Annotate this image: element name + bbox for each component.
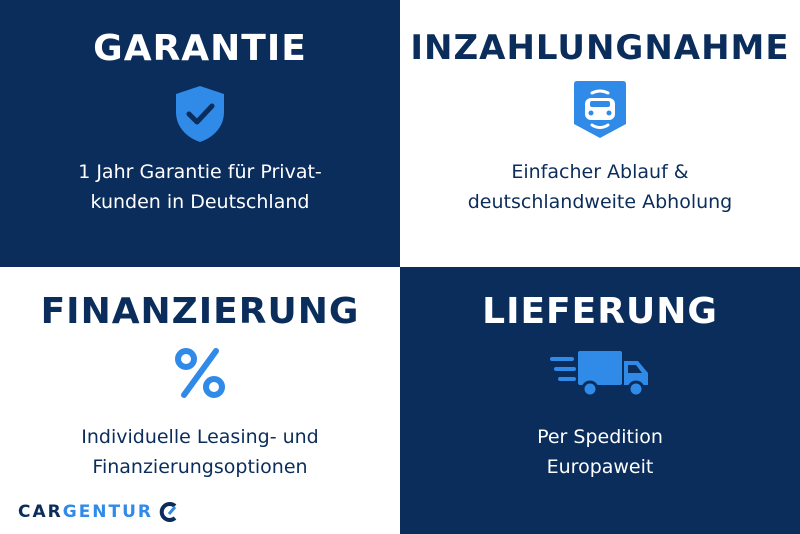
shield-check-icon [176,86,224,142]
finanzierung-text-line-2: Finanzierungsoptionen [92,456,308,478]
garantie-text-line-1: 1 Jahr Garantie für Privat- [78,161,322,183]
garantie-text-line-2: kunden in Deutschland [90,191,310,213]
inzahlungnahme-title: INZAHLUNGNAHME [410,28,790,68]
delivery-truck-icon [550,351,648,398]
inzahlungnahme-panel: INZAHLUNGNAHME Einfacher Ablauf & deutsc… [400,0,800,267]
logo-c-icon [159,502,177,522]
finanzierung-panel: FINANZIERUNG Individuelle Leasing- und F… [0,267,400,534]
inzahlungnahme-text-line-2: deutschlandweite Abholung [467,191,733,213]
percent-icon [175,348,225,398]
finanzierung-text-line-1: Individuelle Leasing- und [81,426,319,448]
lieferung-text-line-1: Per Spedition [537,426,663,448]
garantie-title: GARANTIE [93,28,307,69]
inzahlungnahme-text-line-1: Einfacher Ablauf & [511,161,689,183]
finanzierung-title: FINANZIERUNG [40,291,360,332]
garantie-panel: GARANTIE 1 Jahr Garantie für Privat- kun… [0,0,400,267]
cargentur-logo: CARGENTUR [18,502,179,522]
lieferung-panel: LIEFERUNG Per Spedition Europaweit [400,267,800,534]
car-badge-icon [574,81,626,138]
lieferung-text-line-2: Europaweit [546,456,654,478]
lieferung-title: LIEFERUNG [482,291,718,332]
